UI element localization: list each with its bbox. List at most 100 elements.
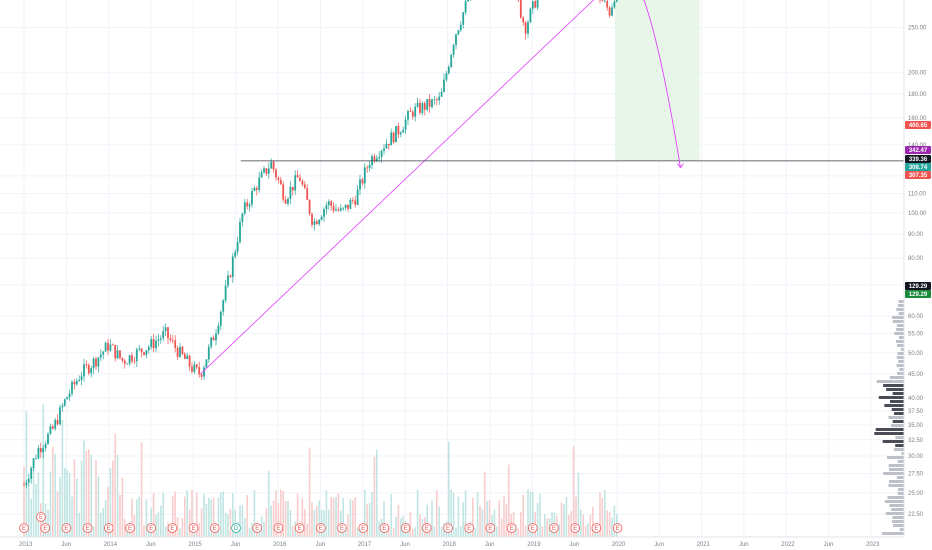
profile-bar bbox=[894, 332, 904, 335]
candle-body bbox=[212, 337, 215, 341]
profile-bar bbox=[888, 464, 904, 467]
volume-bar bbox=[188, 509, 191, 537]
position-zones[interactable] bbox=[614, 0, 700, 161]
candle-body bbox=[359, 179, 361, 190]
earnings-marker bbox=[210, 523, 220, 533]
candle-body bbox=[239, 221, 241, 243]
volume-bar bbox=[544, 514, 546, 537]
volume-bar bbox=[412, 528, 414, 537]
candle-body bbox=[332, 205, 335, 211]
volume-bar bbox=[232, 493, 234, 537]
volume-bar bbox=[160, 505, 162, 537]
earnings-markers[interactable]: E E E E E E E E E E D E E E E E E E E E E E E E E E E E EE bbox=[19, 512, 623, 533]
candle-body bbox=[385, 143, 388, 149]
candle-body bbox=[529, 8, 532, 23]
volume-bar bbox=[474, 527, 476, 537]
volume-bar bbox=[390, 494, 392, 537]
volume-bar bbox=[133, 514, 136, 537]
volume-bar bbox=[76, 478, 78, 537]
candle-body bbox=[435, 99, 438, 101]
candle-body bbox=[56, 419, 59, 425]
volume-bar bbox=[210, 499, 212, 537]
candle-body bbox=[383, 148, 385, 151]
candle-body bbox=[87, 365, 90, 374]
volume-bar bbox=[220, 492, 222, 537]
time-tick-label: 2016 bbox=[273, 542, 287, 548]
volume-bar bbox=[368, 502, 371, 537]
volume-bar bbox=[280, 489, 282, 537]
volume-bar bbox=[496, 526, 498, 537]
candle-body bbox=[402, 129, 405, 133]
candle-body bbox=[234, 251, 237, 257]
candle-body bbox=[284, 199, 287, 204]
profile-bar bbox=[898, 300, 904, 303]
candle-body bbox=[97, 357, 100, 367]
time-axis[interactable]: 2013 Jun 2014 Jun 2015 Jun 2016 Jun 2017 Jun 2018 J… bbox=[0, 536, 904, 548]
price-tag bbox=[905, 171, 931, 179]
candle-body bbox=[133, 361, 136, 363]
volume-bar bbox=[532, 491, 534, 537]
candle-body bbox=[109, 344, 112, 351]
volume-bar bbox=[476, 492, 479, 537]
time-tick-label: Jun bbox=[315, 542, 325, 548]
volume-bar bbox=[604, 489, 606, 537]
volume-bar bbox=[174, 491, 176, 537]
volume-bar bbox=[246, 495, 248, 537]
volume-bar bbox=[270, 505, 272, 537]
volume-bar bbox=[282, 491, 284, 537]
earnings-marker bbox=[146, 523, 157, 533]
candle-body bbox=[167, 327, 169, 339]
volume-bar bbox=[102, 507, 104, 537]
earnings-marker-label: E bbox=[43, 526, 47, 532]
volume-bar bbox=[296, 493, 299, 537]
profile-bar bbox=[892, 516, 904, 519]
candle-body bbox=[198, 367, 201, 375]
price-tick-label: 45.00 bbox=[908, 372, 924, 378]
volume-bar bbox=[119, 495, 121, 537]
volume-bar bbox=[191, 489, 193, 537]
volume-bar bbox=[292, 525, 294, 537]
price-tag-label: 307.35 bbox=[909, 173, 928, 179]
candle-body bbox=[318, 219, 321, 225]
profile-bar bbox=[900, 348, 904, 351]
profile-bar bbox=[878, 396, 904, 399]
price-tick-label: 110.00 bbox=[908, 192, 927, 198]
candle-body bbox=[23, 484, 25, 486]
candle-body bbox=[80, 376, 83, 380]
profile-bar bbox=[894, 412, 904, 415]
volume-bar bbox=[608, 512, 611, 537]
volume-bar bbox=[78, 512, 80, 537]
volume-bar bbox=[155, 514, 157, 537]
volume-bar bbox=[49, 471, 52, 537]
candle-body bbox=[361, 179, 364, 184]
profile-bar bbox=[886, 456, 904, 459]
price-tick-label: 60.00 bbox=[908, 314, 924, 320]
volume-bar bbox=[388, 526, 390, 537]
drawings[interactable] bbox=[200, 0, 904, 375]
candle-body bbox=[219, 311, 222, 326]
volume-bar bbox=[584, 525, 587, 537]
time-tick-label: Jun bbox=[231, 542, 241, 548]
price-axis[interactable]: 250.00200.00180.00160.00140.00120.00110.… bbox=[903, 0, 932, 550]
volume-bar bbox=[409, 511, 412, 537]
volume-bar bbox=[136, 499, 138, 537]
volume-bar bbox=[599, 492, 601, 537]
candle-body bbox=[207, 346, 210, 360]
profile-bar bbox=[875, 428, 904, 431]
price-tick-label: 22.50 bbox=[908, 512, 924, 518]
volume-bar bbox=[227, 514, 229, 537]
profile-bar bbox=[898, 360, 904, 363]
earnings-marker-label: E bbox=[213, 526, 217, 532]
volume-bar bbox=[560, 502, 563, 537]
candle-body bbox=[68, 393, 71, 398]
candle-body bbox=[215, 333, 217, 341]
candle-body bbox=[162, 331, 165, 339]
candle-body bbox=[445, 73, 448, 80]
volume-bar bbox=[570, 511, 572, 537]
earnings-marker bbox=[40, 523, 50, 533]
volume-bar bbox=[32, 458, 35, 537]
candle-body bbox=[426, 98, 429, 110]
volume-bar bbox=[582, 514, 584, 537]
earnings-marker-label: E bbox=[64, 526, 68, 532]
